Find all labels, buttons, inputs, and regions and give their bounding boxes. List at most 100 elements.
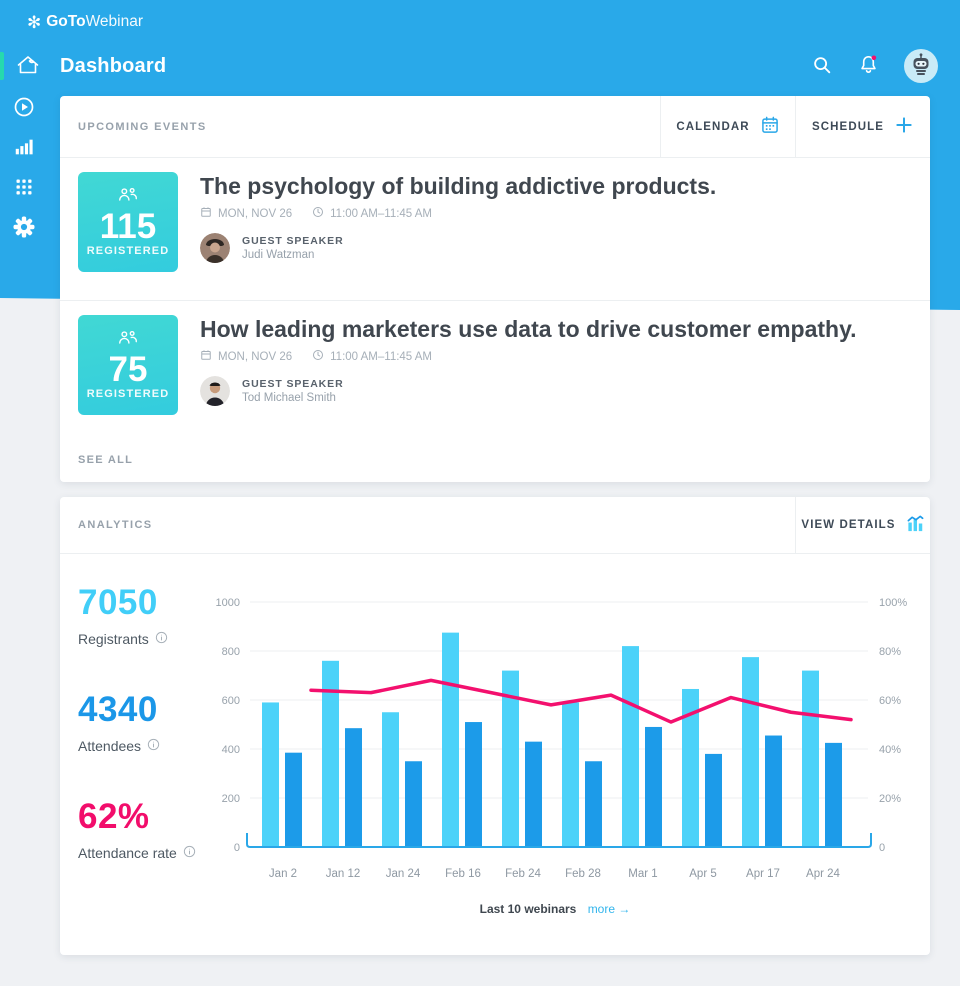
- event-row[interactable]: 115 REGISTERED The psychology of buildin…: [60, 158, 930, 300]
- bell-icon: [857, 53, 880, 79]
- date-icon: [200, 206, 212, 221]
- svg-text:Apr 17: Apr 17: [746, 868, 780, 880]
- svg-text:Jan 12: Jan 12: [326, 868, 361, 880]
- see-all-button[interactable]: SEE ALL: [78, 454, 134, 466]
- notifications-button[interactable]: [852, 50, 884, 82]
- svg-text:0: 0: [879, 842, 885, 854]
- registered-tile: 75 REGISTERED: [78, 315, 178, 415]
- speaker-name: Judi Watzman: [242, 249, 315, 262]
- sidebar-item-dashboard[interactable]: [12, 50, 44, 82]
- notification-dot: [871, 55, 876, 61]
- chart-details-icon: [906, 514, 925, 536]
- logo-text-bold: GoTo: [46, 13, 86, 30]
- clock-icon: [312, 349, 324, 364]
- page-title: Dashboard: [60, 54, 167, 77]
- app-logo[interactable]: ✻ GoTo Webinar: [27, 0, 143, 44]
- event-time: 11:00 AM–11:45 AM: [330, 207, 433, 220]
- svg-text:100%: 100%: [879, 597, 907, 609]
- info-icon[interactable]: [147, 738, 160, 754]
- svg-text:40%: 40%: [879, 744, 901, 756]
- speaker-row: GUEST SPEAKER Tod Michael Smith: [200, 376, 910, 407]
- sidebar: [0, 88, 48, 248]
- stat-label: Registrants: [78, 631, 149, 647]
- svg-text:Feb 16: Feb 16: [445, 868, 481, 880]
- chart-caption: Last 10 webinars: [479, 902, 577, 916]
- speaker-row: GUEST SPEAKER Judi Watzman: [200, 233, 910, 264]
- calendar-icon: [760, 115, 780, 138]
- analytics-card: ANALYTICS VIEW DETAILS 7050 Registrants: [60, 497, 930, 955]
- speaker-label: GUEST SPEAKER: [242, 378, 344, 391]
- stat-attendees: 4340 Attendees: [78, 690, 160, 754]
- speaker-name: Tod Michael Smith: [242, 392, 336, 405]
- event-meta: MON, NOV 26 11:00 AM–11:45 AM: [200, 206, 910, 221]
- registered-label: REGISTERED: [86, 388, 170, 401]
- user-avatar[interactable]: [904, 49, 938, 83]
- upcoming-events-label: UPCOMING EVENTS: [78, 120, 207, 133]
- event-date: MON, NOV 26: [218, 350, 293, 363]
- analytics-actions: VIEW DETAILS: [795, 497, 930, 553]
- clock-icon: [312, 206, 324, 221]
- svg-text:Mar 1: Mar 1: [628, 868, 657, 880]
- registered-count: 75: [108, 349, 148, 389]
- bar-chart-icon: [13, 136, 35, 161]
- calendar-button-label: CALENDAR: [676, 120, 750, 133]
- svg-text:Jan 2: Jan 2: [269, 868, 297, 880]
- svg-text:1000: 1000: [216, 597, 240, 609]
- sidebar-item-settings[interactable]: [0, 208, 48, 248]
- attendees-people-icon: [117, 187, 139, 207]
- chart-area: 1000 100% 800 80% 600 60% 400 40% 200 20% 0 0 Jan 2 J…: [195, 589, 915, 889]
- sidebar-item-apps[interactable]: [0, 168, 48, 208]
- view-details-button[interactable]: VIEW DETAILS: [795, 497, 930, 553]
- home-icon: [16, 53, 40, 80]
- calendar-button[interactable]: CALENDAR: [660, 96, 795, 157]
- stat-value: 7050: [78, 583, 158, 622]
- svg-text:800: 800: [222, 646, 240, 658]
- view-details-label: VIEW DETAILS: [801, 519, 896, 531]
- topbar: ✻ GoTo Webinar: [0, 0, 960, 44]
- search-button[interactable]: [806, 50, 838, 82]
- analytics-label: ANALYTICS: [78, 519, 153, 531]
- gear-icon: [12, 215, 36, 242]
- logo-text-light: Webinar: [85, 13, 143, 30]
- more-link[interactable]: more →: [587, 902, 631, 916]
- upcoming-events-card: UPCOMING EVENTS CALENDAR SCHEDULE: [60, 96, 930, 482]
- event-body: How leading marketers use data to drive …: [200, 316, 910, 407]
- event-title[interactable]: The psychology of building addictive pro…: [200, 173, 717, 199]
- date-icon: [200, 349, 212, 364]
- svg-text:400: 400: [222, 744, 240, 756]
- stat-attendance-rate: 62% Attendance rate: [78, 797, 196, 861]
- sidebar-item-videos[interactable]: [0, 88, 48, 128]
- stat-label: Attendees: [78, 738, 142, 754]
- arrow-right-icon: →: [618, 902, 631, 916]
- schedule-button[interactable]: SCHEDULE: [795, 96, 930, 157]
- attendees-people-icon: [117, 330, 139, 350]
- sidebar-item-analytics[interactable]: [0, 128, 48, 168]
- stat-value: 4340: [78, 690, 158, 729]
- apps-grid-icon: [14, 177, 34, 200]
- info-icon[interactable]: [155, 631, 168, 647]
- analytics-chart: 1000 100% 800 80% 600 60% 400 40% 200 20% 0 0 Jan 2 J…: [216, 597, 908, 880]
- goto-flower-icon: ✻: [27, 12, 42, 32]
- speaker-avatar: [200, 233, 230, 264]
- event-title[interactable]: How leading marketers use data to drive …: [200, 316, 857, 342]
- svg-text:80%: 80%: [879, 646, 901, 658]
- svg-text:Feb 28: Feb 28: [565, 868, 601, 880]
- schedule-button-label: SCHEDULE: [811, 120, 885, 133]
- stat-registrants: 7050 Registrants: [78, 583, 168, 647]
- speaker-avatar: [200, 376, 230, 407]
- upcoming-events-header: UPCOMING EVENTS CALENDAR SCHEDULE: [60, 96, 930, 158]
- svg-text:200: 200: [222, 793, 240, 805]
- stat-label: Attendance rate: [78, 845, 177, 861]
- titlebar: Dashboard: [0, 44, 960, 88]
- svg-text:Apr 24: Apr 24: [806, 868, 840, 880]
- svg-text:600: 600: [222, 695, 240, 707]
- event-body: The psychology of building addictive pro…: [200, 173, 910, 264]
- event-row[interactable]: 75 REGISTERED How leading marketers use …: [60, 300, 930, 443]
- svg-text:0: 0: [234, 842, 240, 854]
- stat-value: 62%: [78, 797, 150, 836]
- robot-avatar-icon: [908, 52, 934, 81]
- upcoming-events-actions: CALENDAR SCHEDULE: [660, 96, 930, 157]
- search-icon: [811, 54, 833, 79]
- svg-text:60%: 60%: [879, 695, 901, 707]
- info-icon[interactable]: [183, 845, 196, 861]
